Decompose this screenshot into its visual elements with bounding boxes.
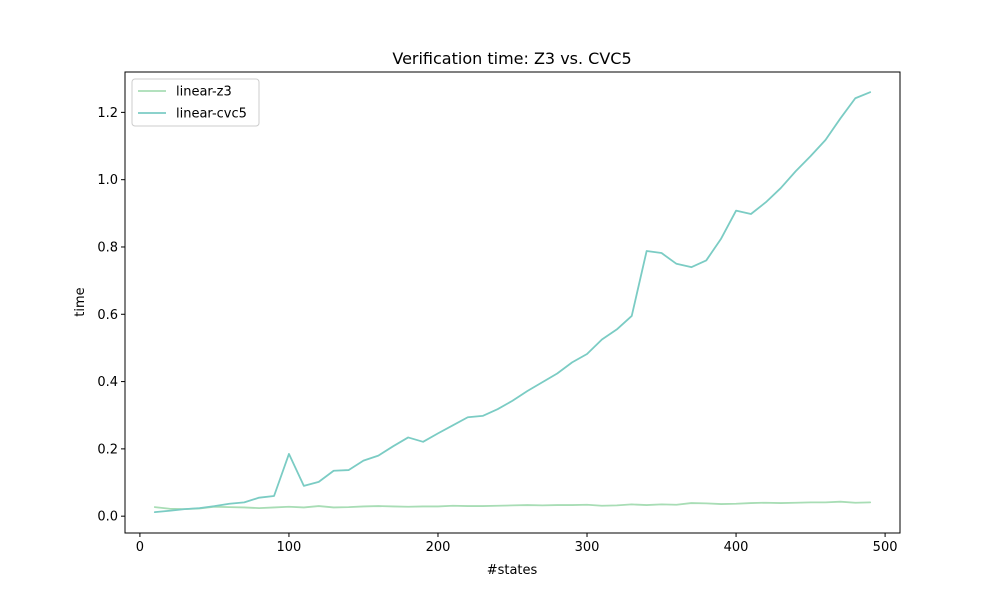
y-tick-label: 0.8 bbox=[97, 240, 118, 255]
legend-label: linear-z3 bbox=[176, 85, 232, 100]
y-tick-label: 0.2 bbox=[97, 442, 118, 457]
x-axis: 0 100 200 300 400 500 bbox=[136, 533, 898, 555]
y-tick-label: 0.6 bbox=[97, 308, 118, 323]
y-tick-label: 1.0 bbox=[97, 173, 118, 188]
x-tick-label: 100 bbox=[277, 540, 302, 555]
x-tick-label: 400 bbox=[724, 540, 749, 555]
plot-frame bbox=[124, 71, 901, 534]
x-tick-label: 300 bbox=[575, 540, 600, 555]
x-tick-label: 0 bbox=[136, 540, 144, 555]
y-tick-label: 0.0 bbox=[97, 510, 118, 525]
x-tick-label: 500 bbox=[873, 540, 898, 555]
legend: linear-z3 linear-cvc5 bbox=[131, 78, 260, 127]
legend-label: linear-cvc5 bbox=[176, 107, 247, 122]
x-tick-label: 200 bbox=[426, 540, 451, 555]
y-axis: 0.0 0.2 0.4 0.6 0.8 1.0 1.2 bbox=[97, 106, 125, 525]
y-axis-label: time bbox=[73, 287, 88, 316]
y-tick-label: 1.2 bbox=[97, 106, 118, 121]
y-tick-label: 0.4 bbox=[97, 375, 118, 390]
series-line-linear-z3 bbox=[153, 500, 872, 511]
x-axis-label: #states bbox=[487, 563, 538, 578]
series-line-linear-cvc5 bbox=[153, 91, 872, 514]
chart-title: Verification time: Z3 vs. CVC5 bbox=[392, 49, 631, 68]
